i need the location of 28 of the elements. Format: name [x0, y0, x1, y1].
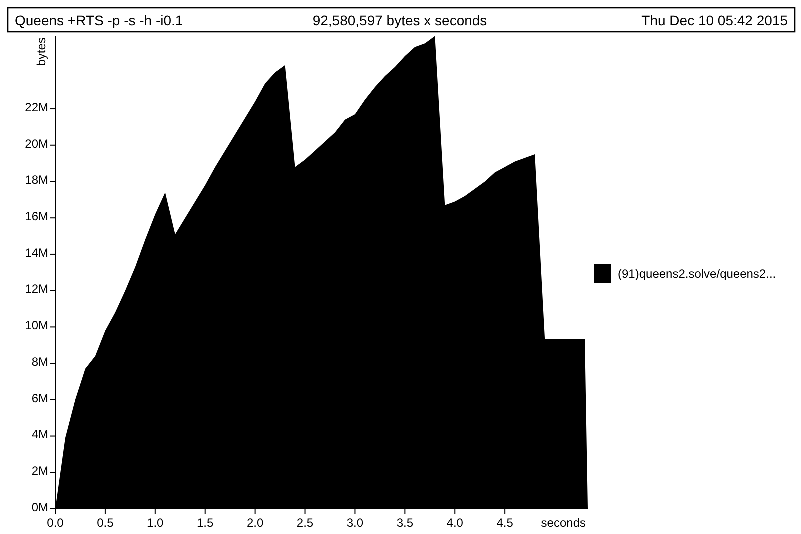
y-tick-label: 14M	[25, 246, 49, 260]
y-axis-title: bytes	[34, 38, 48, 66]
y-tick-label: 22M	[25, 100, 49, 114]
x-tick-label: 4.5	[496, 516, 514, 530]
x-axis-title: seconds	[541, 516, 586, 530]
x-tick-label: 1.0	[147, 516, 164, 530]
y-tick-label: 0M	[32, 500, 48, 514]
x-tick-label: 3.5	[396, 516, 414, 530]
y-tick-label: 12M	[25, 282, 49, 296]
chart-title: Queens +RTS -p -s -h -i0.1	[15, 12, 184, 28]
text: Thu Dec 10 05:42 2015	[642, 12, 788, 28]
x-tick-label: 2.0	[246, 516, 264, 530]
x-tick-label: 4.0	[446, 516, 464, 530]
x-tick-label: 3.0	[346, 516, 364, 530]
legend-label: (91)queens2.solve/queens2...	[618, 267, 776, 281]
x-tick-label: 0.0	[47, 516, 64, 530]
y-tick-label: 16M	[25, 210, 49, 224]
y-tick-label: 4M	[32, 428, 48, 442]
x-tick-label: 1.5	[197, 516, 214, 530]
chart-subtitle: 92,580,597 bytes x seconds	[312, 12, 488, 28]
x-tick-label: 2.5	[296, 516, 314, 530]
y-tick-label: 6M	[32, 391, 48, 406]
y-tick-label: 8M	[32, 354, 48, 369]
y-tick-label: 20M	[25, 136, 49, 151]
y-tick-label: 18M	[25, 173, 49, 188]
x-tick-label: 0.5	[97, 516, 114, 530]
y-tick-label: 10M	[25, 318, 49, 333]
y-tick-label: 2M	[32, 464, 48, 478]
